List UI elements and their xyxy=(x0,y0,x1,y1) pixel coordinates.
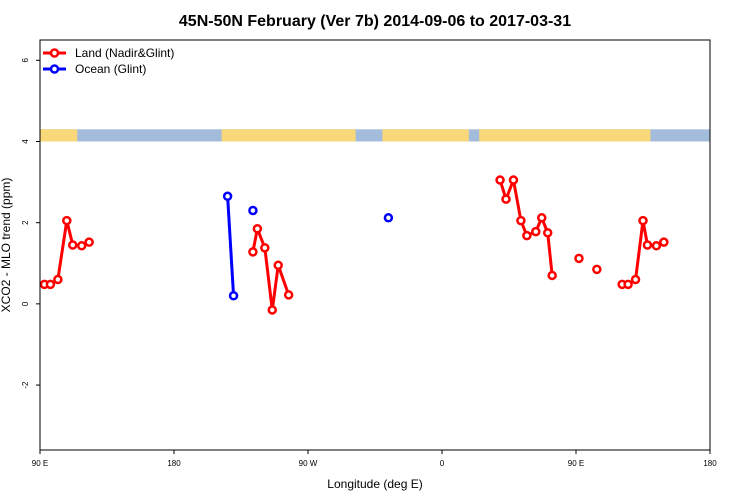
series-line xyxy=(251,227,291,312)
plot-frame xyxy=(39,39,711,451)
series-line xyxy=(44,219,90,286)
y-tick-label: -2 xyxy=(21,381,30,389)
legend-item-land: Land (Nadir&Glint) xyxy=(43,46,174,60)
legend-land-label: Land (Nadir&Glint) xyxy=(75,46,174,60)
data-point xyxy=(630,274,641,285)
data-point xyxy=(531,226,541,237)
y-tick-label: 6 xyxy=(21,58,30,63)
legend-land-marker xyxy=(49,48,60,58)
legend-item-ocean: Ocean (Glint) xyxy=(43,62,146,76)
data-point xyxy=(516,215,526,226)
data-point xyxy=(248,205,258,216)
data-point xyxy=(537,213,547,223)
data-point xyxy=(642,240,653,250)
y-axis: -2 0 2 4 6 xyxy=(21,58,40,389)
data-point xyxy=(84,237,94,247)
data-point xyxy=(228,290,239,301)
data-point xyxy=(651,241,662,251)
data-point xyxy=(508,175,519,185)
x-tick-label: 90 E xyxy=(32,459,48,468)
x-tick-label: 180 xyxy=(167,459,181,468)
data-point xyxy=(623,279,633,290)
legend-ocean-marker xyxy=(49,64,60,74)
data-point xyxy=(260,243,270,253)
series-1 xyxy=(222,191,394,301)
data-point xyxy=(592,264,602,275)
data-point xyxy=(76,241,87,251)
series-line xyxy=(622,219,665,286)
series-line xyxy=(226,196,236,296)
data-point xyxy=(574,253,584,264)
legend: Land (Nadir&Glint) Ocean (Glint) xyxy=(43,46,174,76)
x-tick-label: 90 E xyxy=(568,459,584,468)
chart-title: 45N-50N February (Ver 7b) 2014-09-06 to … xyxy=(179,13,571,30)
data-point xyxy=(248,247,258,257)
data-point xyxy=(659,237,669,247)
x-axis-label: Longitude (deg E) xyxy=(327,477,422,491)
series-0 xyxy=(39,175,669,315)
data-point xyxy=(273,260,283,271)
data-point xyxy=(495,175,505,185)
y-tick-label: 4 xyxy=(21,139,30,144)
data-point xyxy=(542,228,553,238)
x-tick-label: 0 xyxy=(440,459,445,468)
legend-ocean-label: Ocean (Glint) xyxy=(75,62,146,76)
data-point xyxy=(62,215,72,226)
data-point xyxy=(222,191,233,202)
x-tick-label: 180 xyxy=(703,459,717,468)
x-tick-label: 90 W xyxy=(299,459,318,468)
data-point xyxy=(252,224,263,234)
data-point xyxy=(53,274,63,285)
data-point xyxy=(547,270,557,281)
y-tick-label: 0 xyxy=(21,301,30,306)
data-point xyxy=(522,230,532,241)
data-point xyxy=(68,240,78,250)
data-point xyxy=(638,215,648,226)
y-tick-label: 2 xyxy=(21,220,30,225)
strip-land xyxy=(479,129,651,142)
strip-land xyxy=(382,129,469,142)
land-ocean-strip xyxy=(40,129,710,142)
strip-land xyxy=(221,129,356,142)
data-layer xyxy=(39,175,669,315)
x-axis: 90 E 180 90 W 0 90 E 180 xyxy=(32,450,717,468)
data-point xyxy=(383,213,394,223)
y-axis-label: XCO2 - MLO trend (ppm) xyxy=(0,178,13,313)
data-point xyxy=(283,290,294,300)
data-point xyxy=(45,279,56,290)
series-line xyxy=(498,178,554,276)
data-point xyxy=(267,305,278,315)
strip-land xyxy=(40,129,78,142)
data-point xyxy=(501,194,511,204)
